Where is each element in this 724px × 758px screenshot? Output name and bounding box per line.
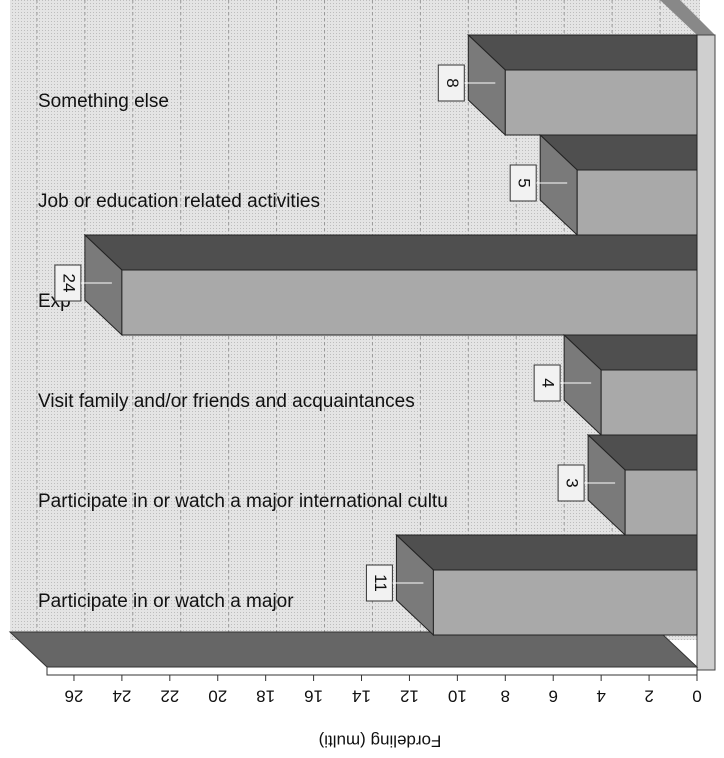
bar	[624, 469, 698, 536]
x-tick-label: 10	[448, 687, 467, 706]
value-label-box	[533, 364, 561, 402]
x-tick-label: 2	[644, 687, 653, 706]
bar-top	[395, 534, 698, 571]
category-label: Job or education related activities	[38, 191, 320, 212]
bar	[432, 569, 698, 636]
wall-top	[660, 0, 715, 35]
bar	[504, 69, 698, 136]
bar-top	[467, 34, 698, 71]
x-tick-label: 24	[112, 687, 131, 706]
value-label-box	[54, 264, 82, 302]
x-tick-label: 0	[692, 687, 701, 706]
x-tick-label: 14	[352, 687, 371, 706]
value-label: 3	[563, 478, 582, 487]
bar-top	[83, 234, 698, 271]
category-label: Participate in or watch a major	[38, 591, 294, 612]
x-tick-label: 6	[548, 687, 557, 706]
value-label: 5	[515, 178, 534, 187]
value-label-box	[437, 64, 465, 102]
x-tick-label: 16	[304, 687, 323, 706]
category-label: Visit family and/or friends and acquaint…	[38, 391, 415, 412]
value-label-box	[509, 164, 537, 202]
category-label: Participate in or watch a major internat…	[38, 491, 448, 512]
value-label-box	[365, 564, 393, 602]
value-label: 11	[371, 574, 390, 592]
value-label: 8	[443, 78, 462, 87]
bar	[600, 369, 698, 436]
x-tick-label: 8	[501, 687, 510, 706]
floor-edge	[46, 666, 698, 676]
floor	[8, 631, 699, 668]
bar	[576, 169, 698, 236]
x-axis-title: Fordeling (multi)	[319, 732, 442, 751]
bar	[121, 269, 698, 336]
x-tick-label: 12	[400, 687, 419, 706]
value-label-box	[557, 464, 585, 502]
side-wall	[696, 34, 716, 671]
category-label: Something else	[38, 91, 169, 112]
x-tick-label: 26	[65, 687, 84, 706]
x-tick-label: 18	[256, 687, 275, 706]
x-tick-label: 4	[596, 687, 605, 706]
x-tick-label: 22	[160, 687, 179, 706]
value-label: 24	[59, 274, 78, 293]
x-tick-label: 20	[208, 687, 227, 706]
value-label: 4	[539, 378, 558, 387]
